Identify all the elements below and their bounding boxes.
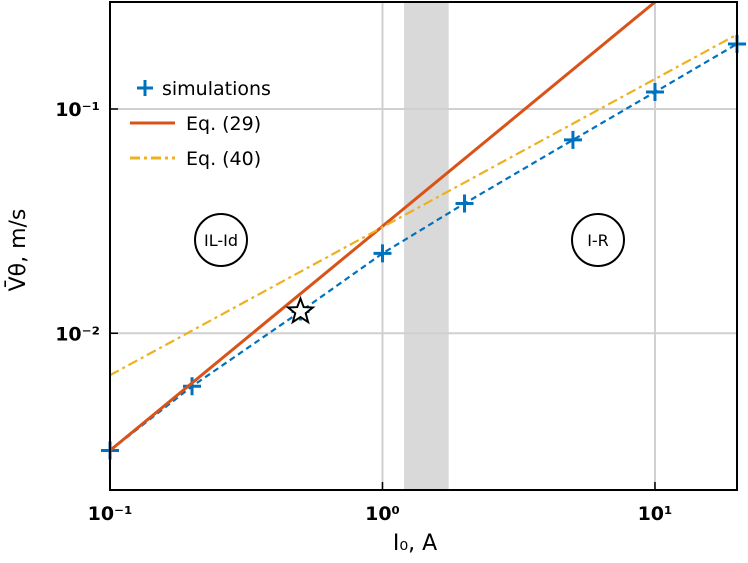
annotation: I-R: [587, 231, 609, 250]
y-tick-label: 10⁻²: [55, 323, 100, 345]
data-point: [373, 244, 392, 263]
y-tick-label: 10⁻¹: [55, 99, 100, 121]
x-tick-label: 10⁰: [365, 503, 400, 525]
data-point: [645, 83, 664, 102]
x-tick-label: 10¹: [638, 503, 673, 525]
annotation-circle: [571, 213, 625, 267]
data-point: [455, 194, 474, 213]
legend-label: Eq. (40): [186, 148, 261, 170]
annotation: IL-Id: [204, 231, 238, 250]
series-line: [109, 33, 738, 377]
y-axis-label: V̄θ, m/s: [5, 209, 31, 292]
x-axis-label: I₀, A: [393, 531, 437, 556]
series-line: [109, 43, 738, 452]
legend-label: simulations: [162, 78, 271, 100]
star-marker: [285, 295, 316, 325]
legend-label: Eq. (29): [186, 113, 261, 135]
data-point: [563, 130, 582, 149]
annotation-circle: [194, 213, 248, 267]
shaded-region: [404, 2, 449, 490]
legend-symbol: [137, 80, 153, 96]
plot-frame: [109, 1, 738, 491]
x-tick-label: 10⁻¹: [88, 503, 133, 525]
